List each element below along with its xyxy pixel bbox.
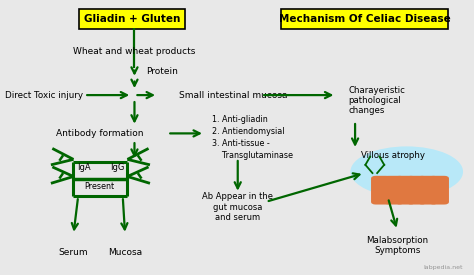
Text: Serum: Serum — [59, 248, 88, 257]
Text: Direct Toxic injury: Direct Toxic injury — [5, 90, 83, 100]
FancyBboxPatch shape — [79, 9, 185, 29]
Ellipse shape — [350, 146, 463, 197]
Text: Ab Appear in the
gut mucosa
and serum: Ab Appear in the gut mucosa and serum — [202, 192, 273, 222]
FancyBboxPatch shape — [371, 176, 391, 205]
Text: Mechanism Of Celiac Disease: Mechanism Of Celiac Disease — [279, 14, 450, 24]
Text: Gliadin + Gluten: Gliadin + Gluten — [84, 14, 180, 24]
FancyBboxPatch shape — [384, 176, 404, 205]
Text: Small intestinal mucosa: Small intestinal mucosa — [179, 90, 288, 100]
FancyBboxPatch shape — [407, 176, 427, 205]
Text: Protein: Protein — [146, 67, 178, 76]
Text: labpedia.net: labpedia.net — [424, 265, 463, 270]
Text: IgA: IgA — [77, 163, 91, 172]
Text: Antibody formation: Antibody formation — [55, 129, 143, 138]
Text: Present: Present — [84, 182, 114, 191]
Text: Mucosa: Mucosa — [108, 248, 142, 257]
FancyBboxPatch shape — [429, 176, 449, 205]
FancyBboxPatch shape — [281, 9, 448, 29]
Text: Wheat and wheat products: Wheat and wheat products — [73, 47, 196, 56]
Text: IgG: IgG — [110, 163, 124, 172]
FancyBboxPatch shape — [418, 176, 438, 205]
Text: Charayeristic
pathological
changes: Charayeristic pathological changes — [348, 86, 405, 116]
Text: 1. Anti-gliadin
2. Antiendomysial
3. Anti-tissue -
    Transglutaminase: 1. Anti-gliadin 2. Antiendomysial 3. Ant… — [212, 115, 293, 160]
FancyBboxPatch shape — [395, 176, 415, 205]
Text: Malabsorption
Symptoms: Malabsorption Symptoms — [366, 236, 428, 255]
Text: Villous atrophy: Villous atrophy — [361, 151, 425, 160]
